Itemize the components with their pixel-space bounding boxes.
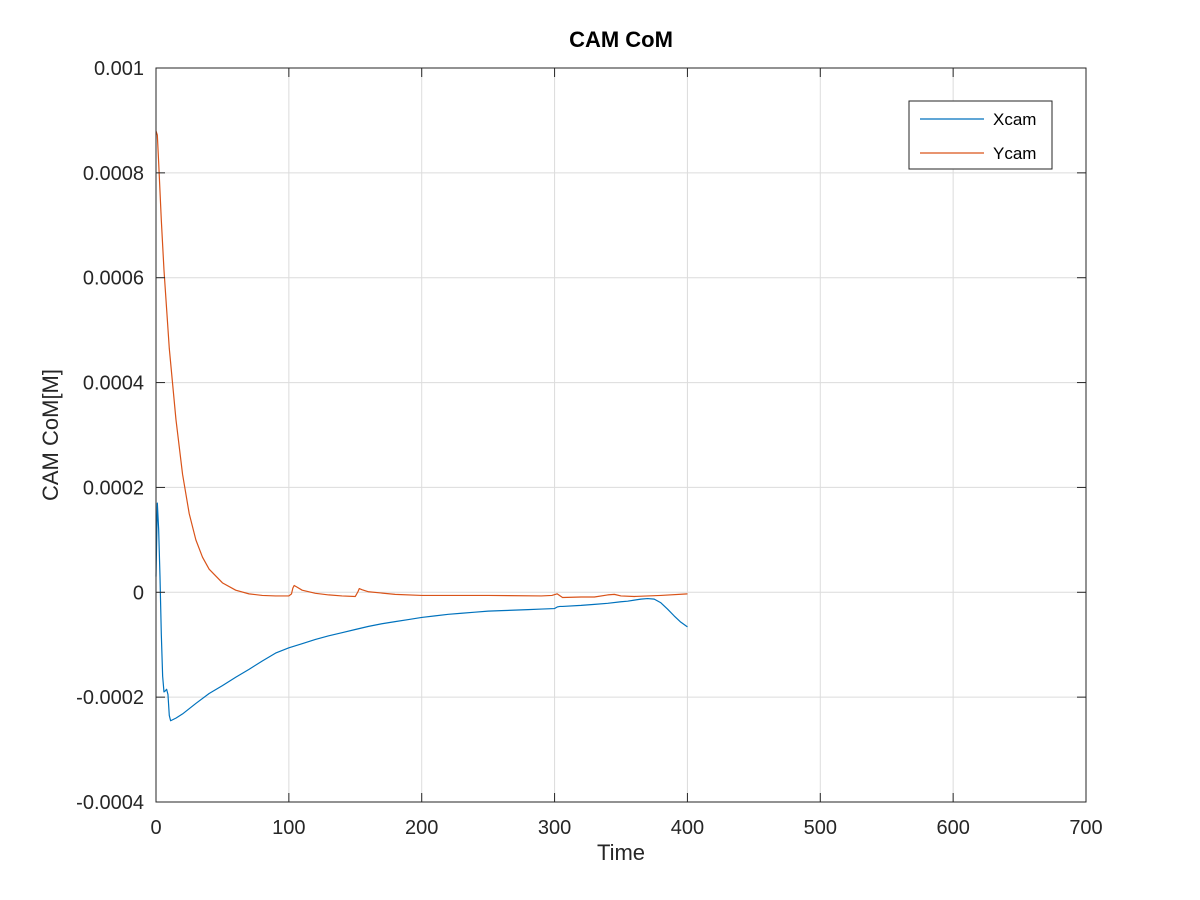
x-tick-label: 500: [804, 817, 837, 839]
y-tick-label: 0.0002: [83, 477, 144, 499]
x-tick-label: 100: [272, 817, 305, 839]
series-line-ycam: [155, 130, 688, 599]
axis-ticks: [155, 67, 1087, 803]
y-tick-label: 0.0008: [83, 163, 144, 185]
y-tick-label: 0.001: [94, 58, 144, 80]
legend-label-ycam: Ycam: [993, 144, 1036, 163]
plot-area: [156, 68, 1086, 802]
y-tick-label: 0: [133, 582, 144, 604]
x-tick-label: 400: [671, 817, 704, 839]
y-tick-label: -0.0002: [76, 687, 144, 709]
x-tick-label: 700: [1069, 817, 1102, 839]
y-tick-label: 0.0006: [83, 268, 144, 290]
legend: Xcam Ycam: [908, 100, 1053, 170]
x-tick-label: 600: [936, 817, 969, 839]
x-tick-label: 200: [405, 817, 438, 839]
x-tick-label: 300: [538, 817, 571, 839]
y-axis-label: CAM CoM[M]: [38, 369, 63, 501]
plot-frame: [155, 67, 1087, 803]
legend-box: [908, 100, 1053, 170]
x-tick-label: 0: [150, 817, 161, 839]
tick-labels: 0 100 200 300 400 500 600 700 -0.0004 -0.0002 0 0.0…: [76, 58, 1103, 839]
y-tick-label: 0.0004: [83, 373, 144, 395]
x-axis-label: Time: [597, 840, 645, 865]
y-tick-label: -0.0004: [76, 792, 144, 814]
legend-label-xcam: Xcam: [993, 110, 1036, 129]
series-line-xcam: [155, 502, 688, 722]
chart-title: CAM CoM: [569, 27, 673, 52]
series-lines: [155, 130, 688, 722]
